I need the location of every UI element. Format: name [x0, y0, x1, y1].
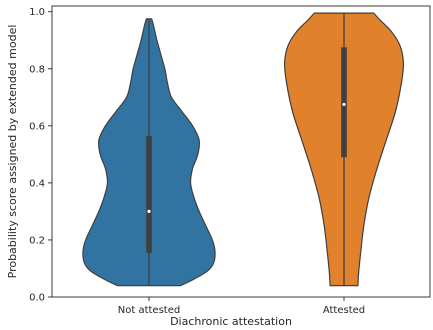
y-tick-label: 0.2: [29, 235, 45, 246]
y-axis-label: Probability score assigned by extended m…: [6, 25, 19, 279]
plot-frame: [51, 5, 431, 298]
violins-layer: [82, 12, 405, 287]
y-tick-label: 0.0: [29, 293, 45, 304]
x-axis-label: Diachronic attestation: [170, 315, 292, 328]
y-tick-label: 0.8: [29, 64, 45, 75]
y-tick-label: 0.4: [29, 178, 45, 189]
median-attested: [342, 102, 346, 107]
iqr-box-not-attested: [146, 135, 152, 253]
x-tick-label: Attested: [323, 305, 365, 316]
y-tick-label: 1.0: [29, 7, 45, 18]
median-not-attested: [147, 209, 151, 214]
y-axis-ticks: 0.0 0.2 0.4 0.6 0.8 1.0: [29, 7, 52, 304]
y-tick-label: 0.6: [29, 121, 45, 132]
x-tick-label: Not attested: [118, 305, 180, 316]
iqr-box-attested: [341, 47, 347, 158]
x-axis-ticks: Not attested Attested: [118, 297, 365, 316]
